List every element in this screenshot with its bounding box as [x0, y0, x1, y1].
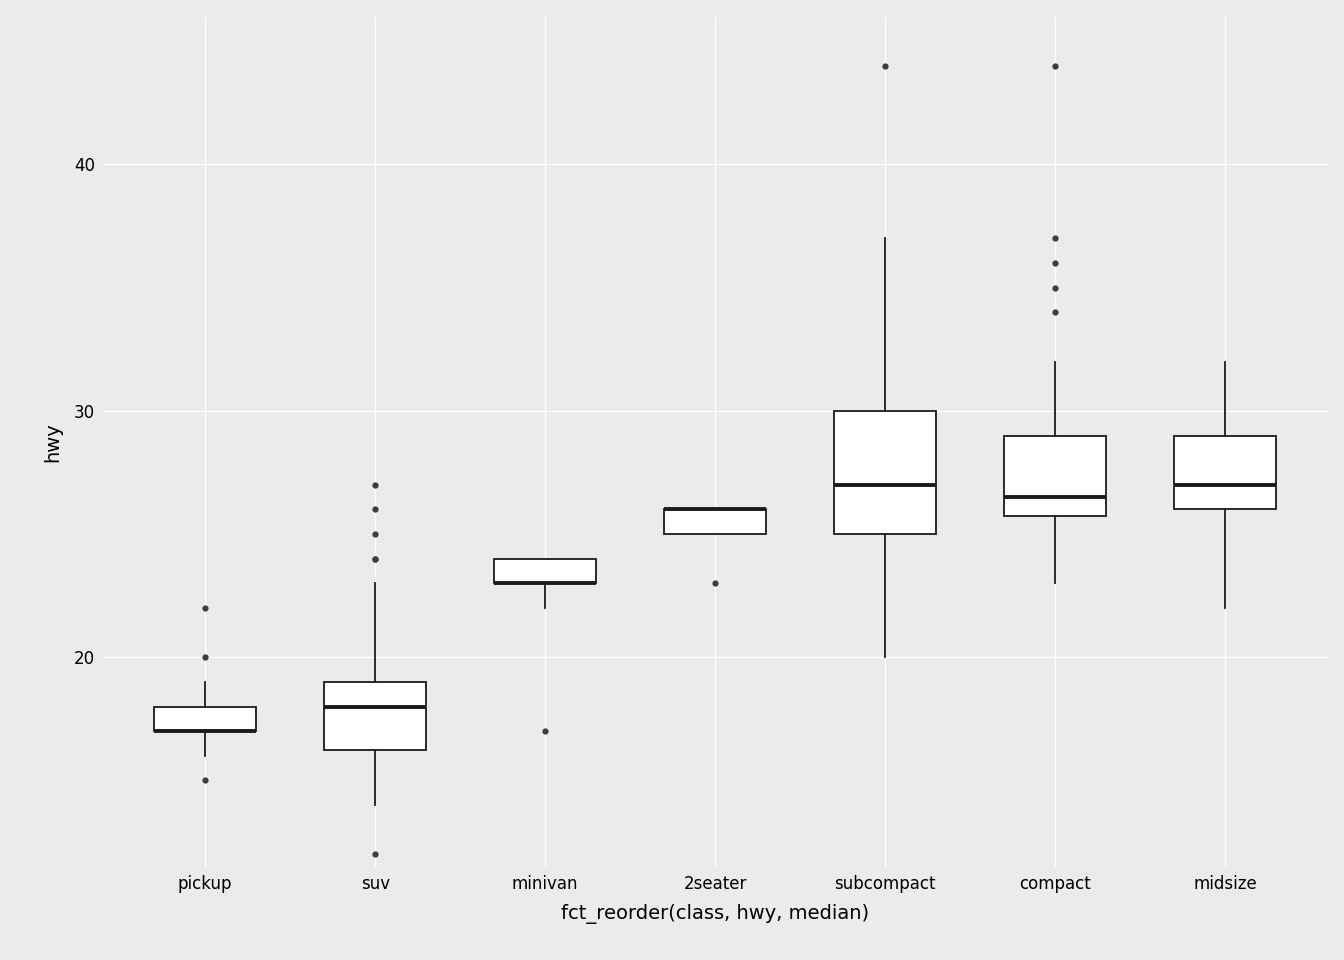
PathPatch shape — [664, 510, 766, 534]
PathPatch shape — [324, 682, 426, 750]
Y-axis label: hwy: hwy — [43, 421, 63, 462]
PathPatch shape — [1004, 436, 1106, 516]
PathPatch shape — [155, 707, 257, 732]
PathPatch shape — [1175, 436, 1277, 510]
PathPatch shape — [835, 411, 937, 534]
PathPatch shape — [495, 559, 597, 584]
X-axis label: fct_reorder(class, hwy, median): fct_reorder(class, hwy, median) — [562, 904, 870, 924]
